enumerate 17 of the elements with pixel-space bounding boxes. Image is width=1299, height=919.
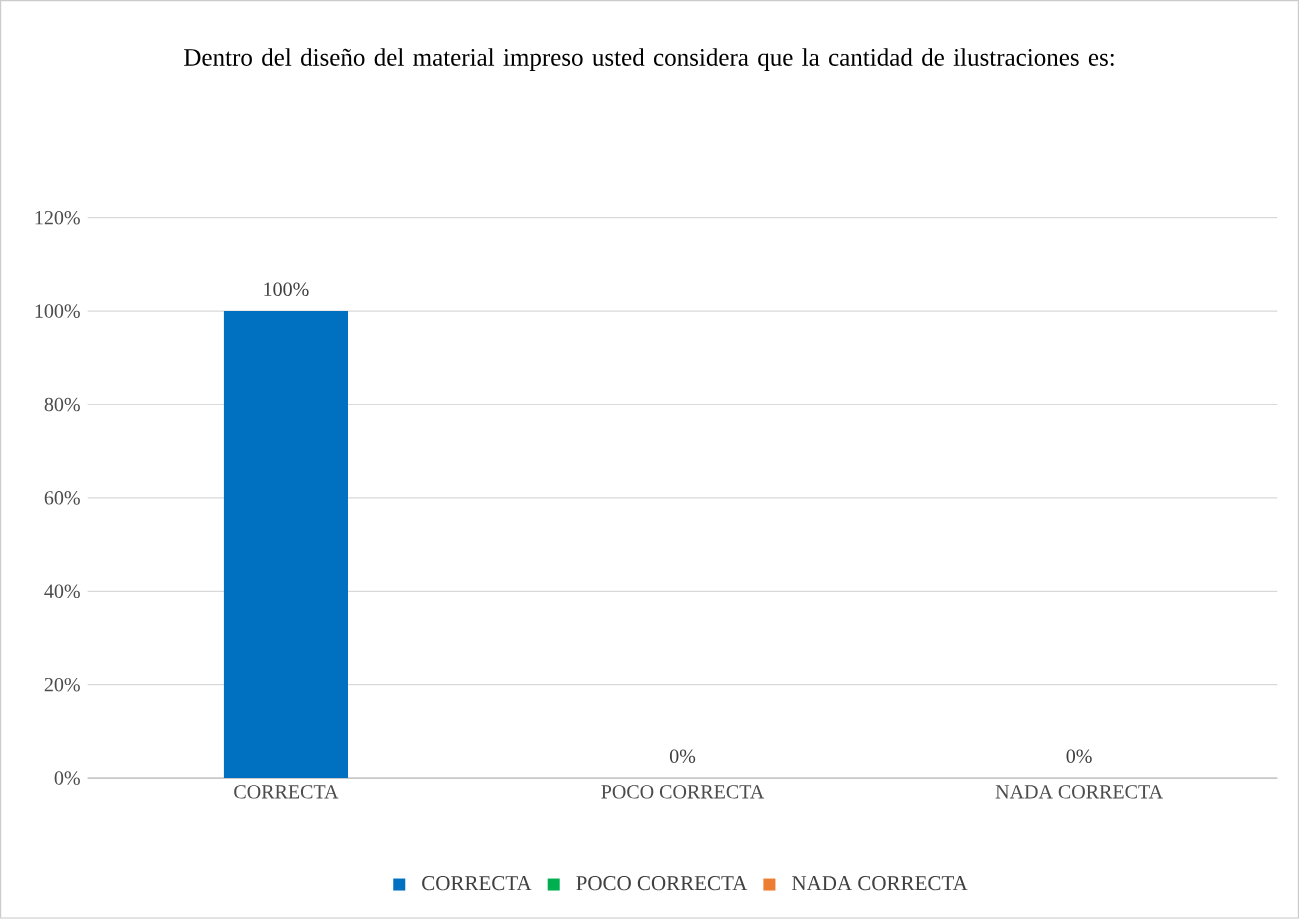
y-tick-label: 20% <box>44 678 80 692</box>
x-tick-label: CORRECTA <box>234 785 339 799</box>
y-tick-label: 40% <box>44 584 80 599</box>
y-tick-label: 120% <box>35 211 80 225</box>
y-tick-label: 100% <box>35 304 80 319</box>
chart-title: Dentro del diseño del material impreso usted considera que la cantidad de ilustraciones es: <box>184 48 1114 72</box>
data-label: 0% <box>669 749 696 764</box>
data-label: 0% <box>1066 749 1092 764</box>
y-tick-label: 0% <box>54 771 80 785</box>
legend-label: CORRECTA <box>422 876 532 891</box>
y-tick-label: 80% <box>44 397 80 412</box>
legend-label: POCO CORRECTA <box>576 876 748 891</box>
legend-label: NADA CORRECTA <box>792 876 968 891</box>
x-tick-label: POCO CORRECTA <box>601 785 765 799</box>
data-label: 100% <box>264 282 309 297</box>
x-tick-label: NADA CORRECTA <box>995 785 1163 799</box>
y-tick-label: 60% <box>44 491 80 505</box>
